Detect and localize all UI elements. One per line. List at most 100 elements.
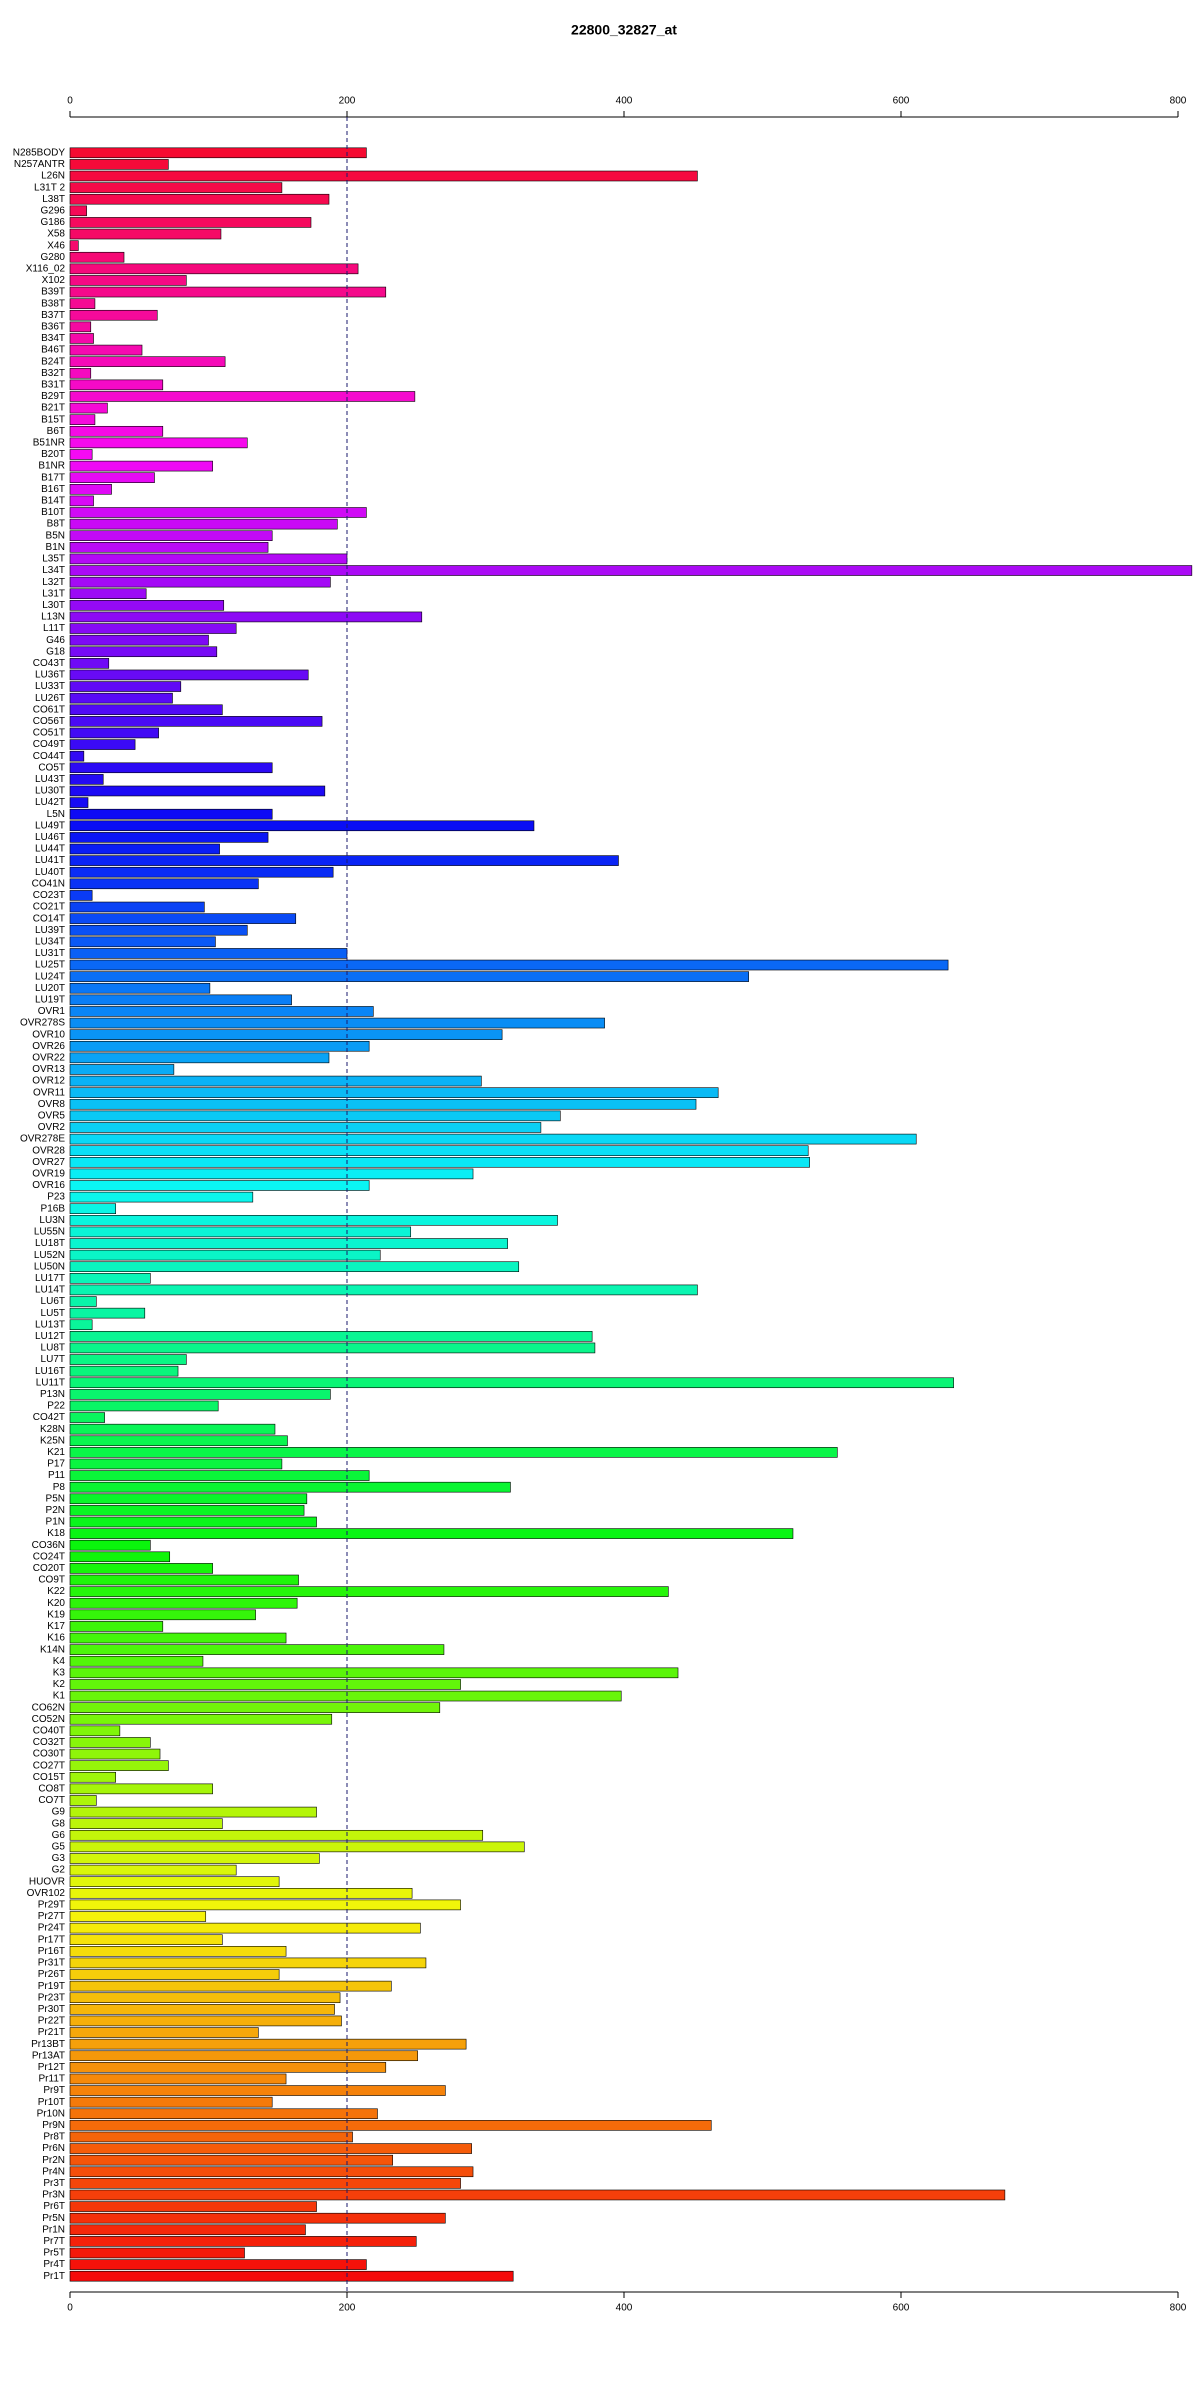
y-tick-label: Pr1T [43, 2271, 65, 2282]
bar [69, 437, 248, 449]
y-tick-label: G6 [52, 1830, 66, 1841]
bar [69, 1771, 117, 1783]
y-tick-label: OVR22 [32, 1052, 65, 1063]
bar [69, 1864, 237, 1876]
bar [69, 2120, 712, 2131]
y-tick-label: B39T [41, 287, 65, 298]
bar [69, 1574, 299, 1586]
y-tick-label: P2N [46, 1505, 65, 1516]
bar [69, 1563, 213, 1574]
bar [69, 2166, 474, 2178]
y-tick-label: LU49T [35, 820, 65, 831]
y-tick-label: K28N [40, 1424, 65, 1435]
bar [69, 1400, 219, 1412]
y-tick-label: Pr3N [42, 2190, 65, 2201]
y-tick-label: G2 [52, 1865, 66, 1876]
bar [69, 367, 92, 379]
y-tick-label: LU31T [35, 948, 65, 959]
bar [69, 611, 423, 623]
y-tick-label: CO23T [33, 890, 65, 901]
bar [69, 727, 159, 739]
bar [69, 890, 93, 901]
y-tick-label: Pr31T [38, 1958, 65, 1969]
bar [69, 1481, 511, 1493]
bar [69, 1029, 503, 1040]
y-tick-label: Pr27T [38, 1911, 65, 1922]
bar [69, 1632, 287, 1644]
y-tick-label: Pr22T [38, 2016, 65, 2027]
y-tick-label: LU25T [35, 960, 65, 971]
y-tick-label: Pr12T [38, 2062, 65, 2073]
y-tick-label: Pr30T [38, 2004, 65, 2015]
y-tick-label: Pr17T [38, 1934, 65, 1945]
bar [69, 2247, 245, 2259]
y-tick-label: OVR8 [38, 1099, 66, 1110]
y-tick-label: B5N [46, 530, 65, 541]
bar [69, 1040, 370, 1052]
y-tick-label: Pr6N [42, 2143, 65, 2154]
bar [69, 1818, 223, 1829]
bar [69, 182, 283, 193]
x-tick-label: 800 [1170, 2303, 1187, 2314]
y-tick-label: CO41N [32, 878, 65, 889]
bar [69, 634, 209, 646]
bar [69, 2096, 273, 2108]
bar [69, 1133, 917, 1145]
y-tick-label: CO30T [33, 1749, 65, 1760]
y-tick-label: LU50N [34, 1261, 65, 1272]
y-tick-label: L13N [41, 612, 65, 623]
y-tick-label: L35T [42, 554, 65, 565]
y-tick-label: LU33T [35, 681, 65, 692]
x-tick-label: 800 [1170, 96, 1187, 107]
y-tick-label: K18 [47, 1528, 65, 1539]
bar [69, 1760, 169, 1771]
bar [69, 1389, 331, 1400]
y-tick-label: LU24T [35, 971, 65, 982]
bar [69, 507, 367, 518]
bar [69, 692, 173, 704]
bar [69, 495, 94, 507]
bar [69, 2236, 417, 2247]
bar [69, 600, 225, 611]
y-tick-label: CO9T [38, 1575, 65, 1586]
bar [69, 1679, 461, 1690]
y-tick-label: OVR26 [32, 1041, 65, 1052]
x-tick-label: 400 [616, 96, 633, 107]
y-tick-label: Pr4T [43, 2259, 65, 2270]
bar [69, 484, 112, 495]
bar [69, 1470, 370, 1481]
bar [69, 1586, 669, 1597]
y-tick-label: OVR278S [20, 1018, 65, 1029]
y-tick-label: L32T [42, 577, 65, 588]
bar [69, 1737, 151, 1748]
y-tick-label: L11T [43, 623, 65, 634]
bar [69, 1307, 146, 1319]
bar [69, 1052, 330, 1064]
y-tick-label: B1N [46, 542, 65, 553]
bar [69, 2212, 446, 2224]
x-tick-label: 200 [339, 96, 356, 107]
y-tick-label: Pr2N [42, 2155, 65, 2166]
bar [69, 1331, 593, 1342]
bar [69, 2189, 1006, 2201]
y-tick-label: G8 [52, 1818, 66, 1829]
bar [69, 901, 205, 913]
y-tick-label: OVR27 [32, 1157, 65, 1168]
bar [69, 1551, 171, 1563]
y-tick-label: K19 [47, 1609, 65, 1620]
y-tick-label: LU44T [35, 844, 65, 855]
bar [69, 2004, 335, 2015]
y-tick-label: Pr23T [38, 1992, 65, 2003]
bar [69, 2259, 367, 2270]
y-tick-label: Pr5N [42, 2213, 65, 2224]
bar [69, 982, 211, 994]
y-tick-label: OVR28 [32, 1145, 65, 1156]
bar [69, 217, 312, 228]
y-tick-label: Pr1N [42, 2224, 65, 2235]
y-tick-label: Pr8T [43, 2132, 65, 2143]
bar [69, 518, 338, 530]
y-tick-label: Pr26T [38, 1969, 65, 1980]
y-tick-label: K16 [47, 1633, 65, 1644]
bar [69, 832, 269, 843]
bar [69, 1702, 441, 1713]
